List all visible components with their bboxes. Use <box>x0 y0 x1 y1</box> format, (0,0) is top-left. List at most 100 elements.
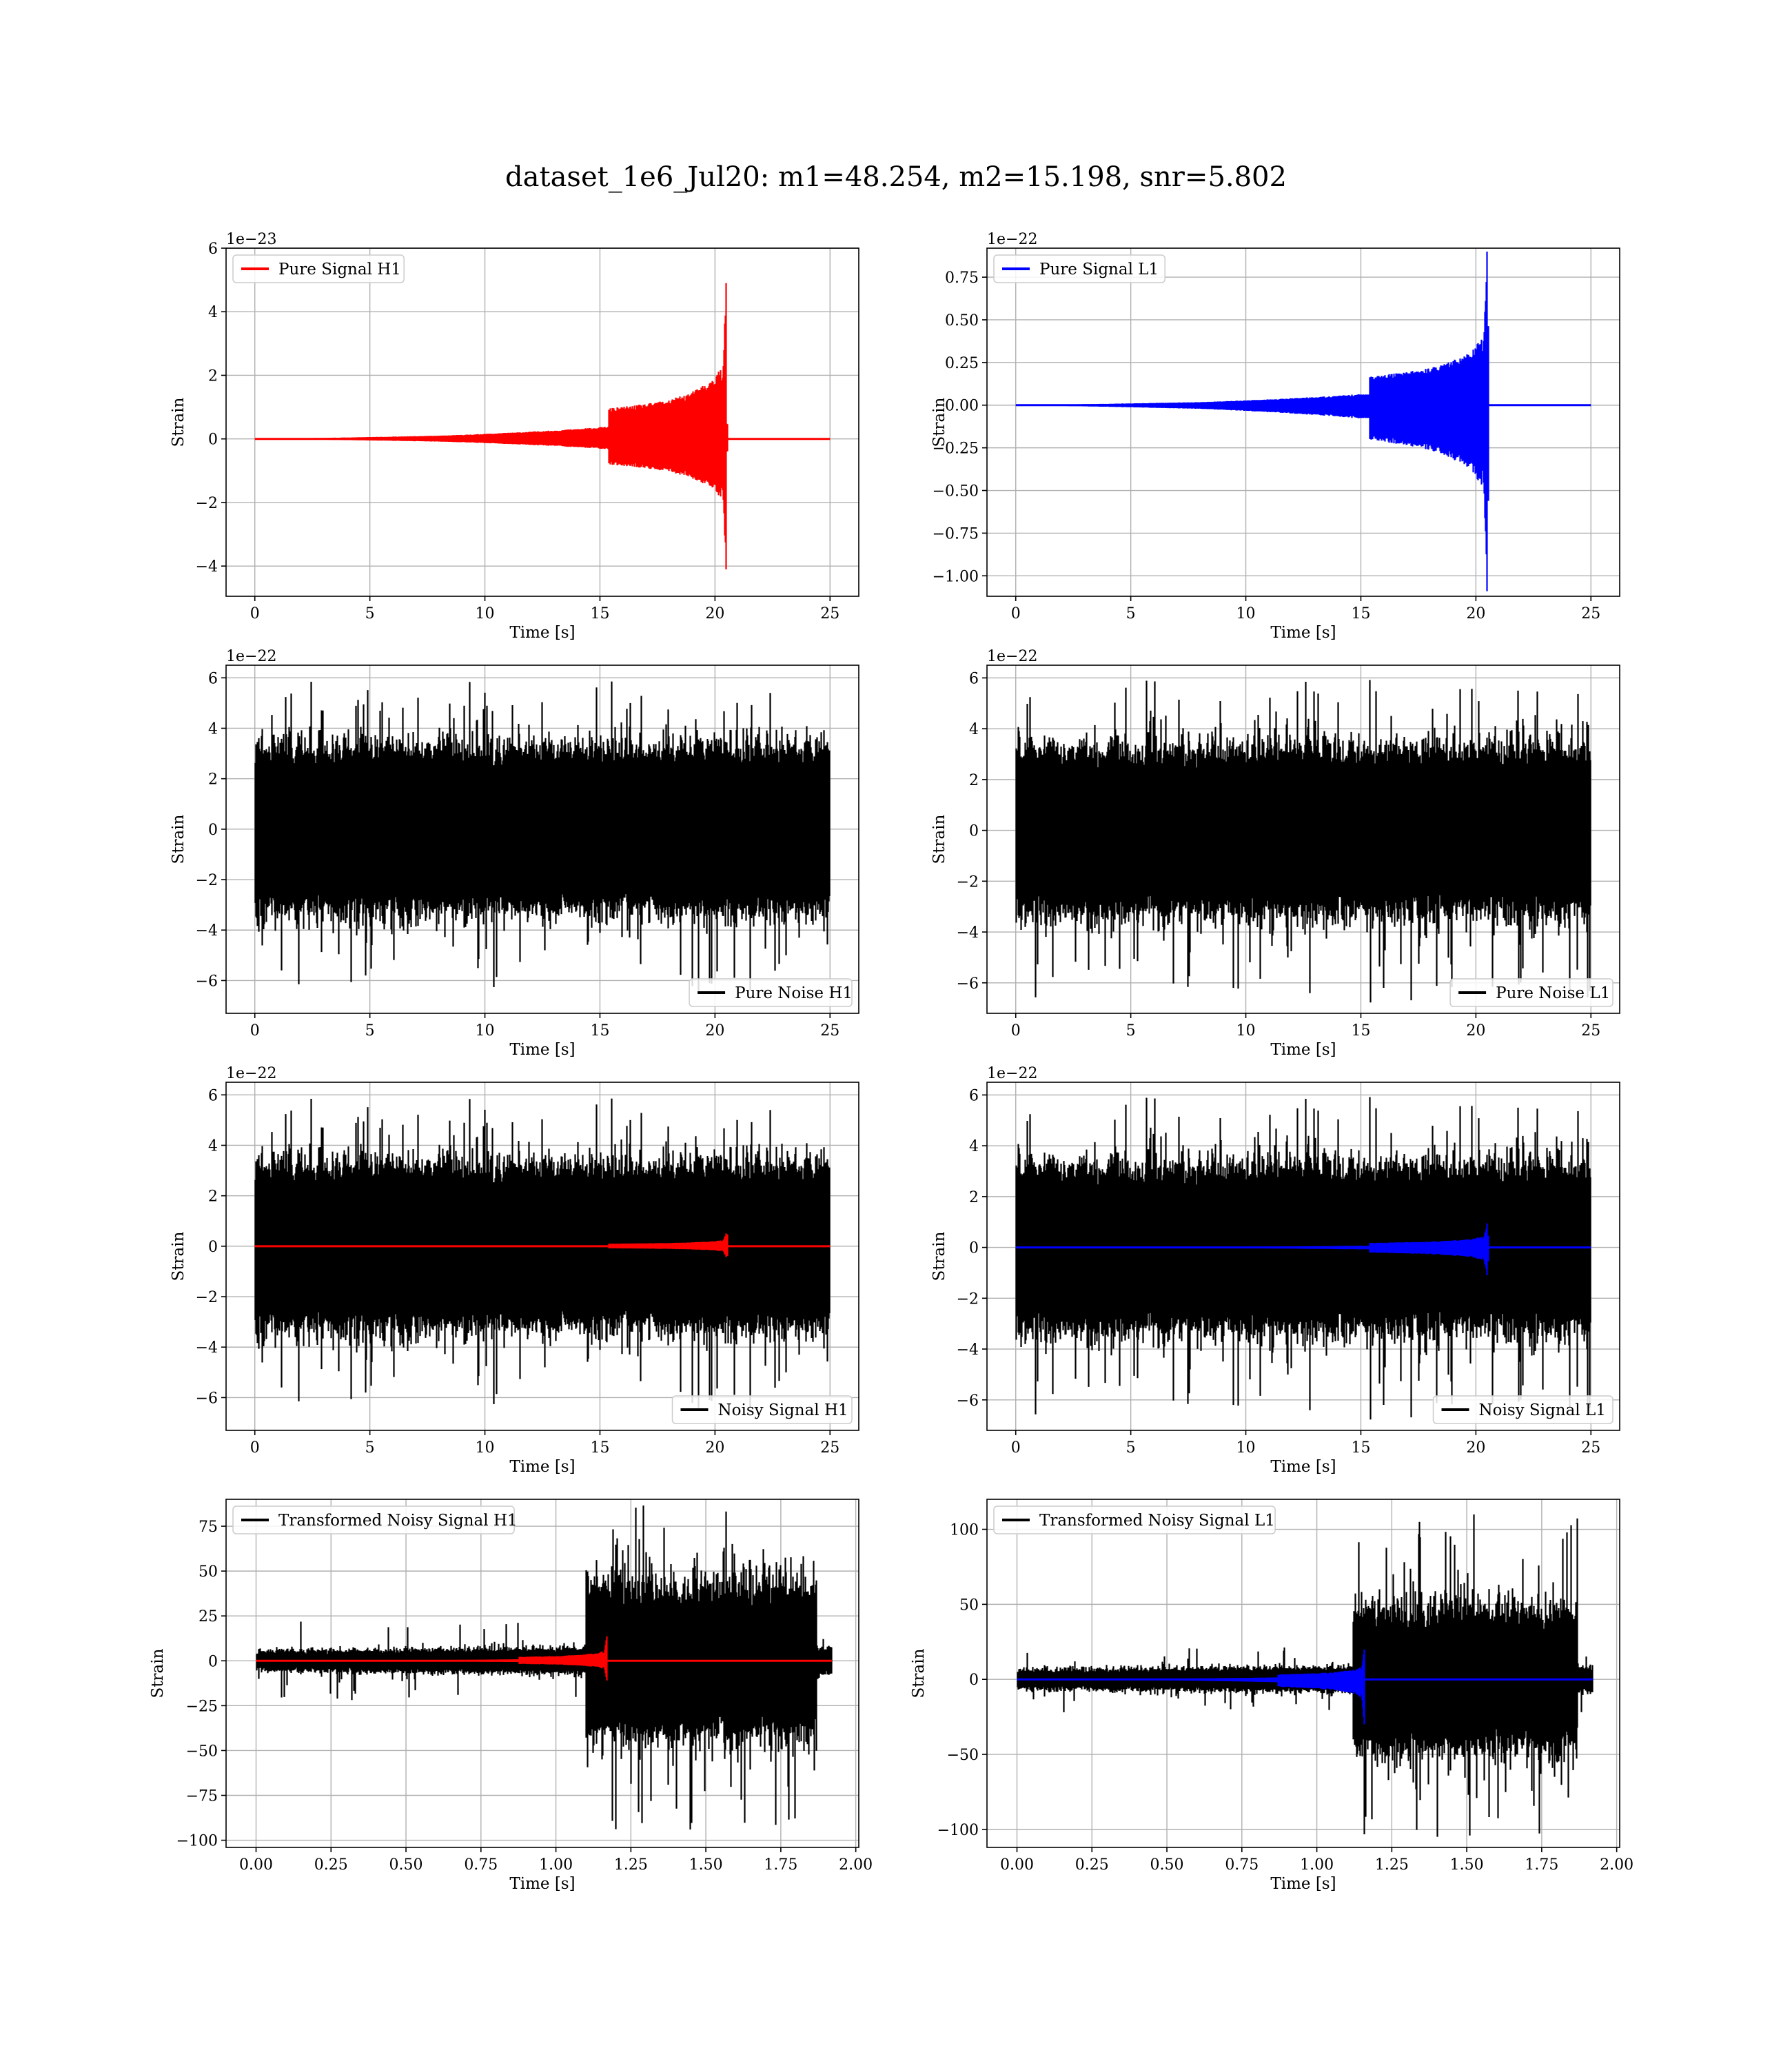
y-tick-label: 2 <box>208 367 218 385</box>
x-tick-label: 1.00 <box>1300 1856 1334 1874</box>
y-tick-label: −6 <box>196 1390 218 1407</box>
y-offset-text: 1e−22 <box>987 231 1037 248</box>
legend-box <box>232 1506 515 1534</box>
y-axis-label: Strain <box>930 397 948 447</box>
y-tick-label: −50 <box>947 1747 979 1764</box>
series-group <box>254 681 831 991</box>
x-axis-label: Time [s] <box>509 1875 575 1893</box>
x-tick-label: 0 <box>1011 1022 1021 1040</box>
y-tick-label: 50 <box>198 1563 218 1581</box>
x-tick-label: 20 <box>705 1022 724 1040</box>
x-tick-label: 10 <box>476 605 495 622</box>
x-tick-label: 0.75 <box>1225 1856 1259 1874</box>
x-tick-label: 25 <box>820 1439 839 1457</box>
y-tick-label: −2 <box>196 872 218 889</box>
y-tick-label: 50 <box>959 1596 979 1614</box>
series-group <box>256 1506 833 1829</box>
x-tick-label: 20 <box>1466 1439 1485 1457</box>
x-tick-label: 5 <box>1126 1439 1136 1457</box>
x-tick-label: 0.50 <box>389 1856 423 1874</box>
legend-box <box>993 254 1165 283</box>
y-tick-label: 0 <box>969 823 979 840</box>
legend-box <box>993 1506 1276 1534</box>
x-tick-label: 5 <box>365 1022 375 1040</box>
series-group <box>1015 1097 1591 1420</box>
legend: Pure Noise H1 <box>689 978 853 1007</box>
x-tick-label: 15 <box>590 1439 609 1457</box>
y-tick-label: −25 <box>186 1698 218 1715</box>
x-tick-label: 5 <box>1126 605 1136 622</box>
y-axis-label: Strain <box>170 1231 187 1281</box>
y-axis-label: Strain <box>910 1648 928 1698</box>
panel-pure-signal-h1: 0 5 10 15 20 25 −4 −2 0 2 4 6 Time [s] Strain 1e−23Pur… <box>170 231 859 642</box>
legend-label: Noisy Signal L1 <box>1479 1401 1606 1419</box>
x-axis-label: Time [s] <box>1270 1875 1336 1893</box>
axes-frame <box>986 1082 1620 1431</box>
legend: Pure Signal L1 <box>993 254 1165 283</box>
x-tick-label: 15 <box>1351 605 1370 622</box>
legend-label: Transformed Noisy Signal L1 <box>1039 1512 1275 1530</box>
y-tick-label: 0.75 <box>945 270 979 287</box>
series-group <box>1015 252 1591 591</box>
y-tick-label: −0.50 <box>933 483 979 500</box>
x-tick-label: 0.00 <box>239 1856 273 1874</box>
y-tick-label: −2 <box>957 1290 979 1308</box>
panel-pure-noise-l1: 0 5 10 15 20 25 −6 −4 −2 0 2 4 6 Time [s] Strain 1e−22 P… <box>930 648 1620 1059</box>
y-axis-label: Strain <box>930 1231 948 1281</box>
x-tick-label: 0 <box>250 1022 260 1040</box>
axes-frame <box>986 1499 1620 1848</box>
y-tick-label: 25 <box>198 1608 218 1625</box>
x-tick-label: 0.00 <box>1000 1856 1034 1874</box>
series-group <box>254 1098 831 1408</box>
axes-frame <box>225 247 859 597</box>
y-tick-label: −4 <box>957 1341 979 1359</box>
y-tick-label: 0.25 <box>945 355 979 372</box>
y-tick-label: −1.00 <box>933 568 979 585</box>
y-offset-text: 1e−22 <box>226 1065 276 1082</box>
y-tick-label: −100 <box>937 1822 979 1839</box>
x-tick-label: 15 <box>1351 1439 1370 1457</box>
x-tick-label: 0.25 <box>314 1856 348 1874</box>
x-tick-label: 25 <box>820 1022 839 1040</box>
x-axis-label: Time [s] <box>1270 624 1336 642</box>
legend-label: Pure Noise H1 <box>735 984 853 1002</box>
x-tick-label: 1.25 <box>1375 1856 1409 1874</box>
panel-pure-signal-l1: 0 5 10 15 20 25 −1.00 −0.75 −0.50 −0.25 0.00 0.25 0.… <box>930 231 1620 642</box>
y-tick-label: 4 <box>208 1137 218 1155</box>
y-tick-label: 100 <box>950 1522 979 1539</box>
y-tick-label: 0 <box>208 1239 218 1256</box>
series-group <box>1017 1514 1594 1837</box>
x-tick-label: 0.50 <box>1150 1856 1184 1874</box>
y-tick-label: 75 <box>198 1519 218 1536</box>
legend-label: Noisy Signal H1 <box>718 1401 848 1419</box>
legend-label: Pure Signal L1 <box>1039 261 1159 278</box>
y-tick-label: 0.50 <box>945 312 979 330</box>
y-tick-label: 6 <box>969 1087 979 1104</box>
x-tick-label: 10 <box>476 1022 495 1040</box>
panel-noisy-signal-l1: 0 5 10 15 20 25 −6 −4 −2 0 2 4 6 Time [s] Strain 1e−22 N… <box>930 1065 1620 1476</box>
y-axis-label: Strain <box>930 814 948 864</box>
y-tick-label: 0 <box>969 1672 979 1689</box>
y-tick-label: −0.75 <box>933 525 979 543</box>
y-tick-label: −4 <box>957 924 979 942</box>
legend-label: Transformed Noisy Signal H1 <box>278 1512 518 1530</box>
y-tick-label: 6 <box>208 670 218 687</box>
y-tick-label: −6 <box>957 975 979 993</box>
x-tick-label: 5 <box>1126 1022 1136 1040</box>
x-tick-label: 15 <box>590 1022 609 1040</box>
x-tick-label: 2.00 <box>839 1856 873 1874</box>
x-tick-label: 0 <box>250 605 260 622</box>
panel-transformed-noisy-signal-l1: 0.00 0.25 0.50 0.75 1.00 1.25 1.50 1.75 2.00 −100… <box>910 1499 1633 1893</box>
y-tick-label: −6 <box>957 1392 979 1410</box>
x-tick-label: 0 <box>1011 605 1021 622</box>
panel-pure-noise-h1: 0 5 10 15 20 25 −6 −4 −2 0 2 4 6 Time [s] Strain 1e−22 P… <box>170 648 859 1059</box>
x-tick-label: 1.50 <box>1450 1856 1484 1874</box>
x-tick-label: 0.75 <box>464 1856 498 1874</box>
x-tick-label: 5 <box>365 605 375 622</box>
y-tick-label: 4 <box>208 720 218 738</box>
y-tick-label: 2 <box>208 1188 218 1206</box>
y-offset-text: 1e−22 <box>987 648 1037 665</box>
y-tick-label: 6 <box>208 241 218 258</box>
